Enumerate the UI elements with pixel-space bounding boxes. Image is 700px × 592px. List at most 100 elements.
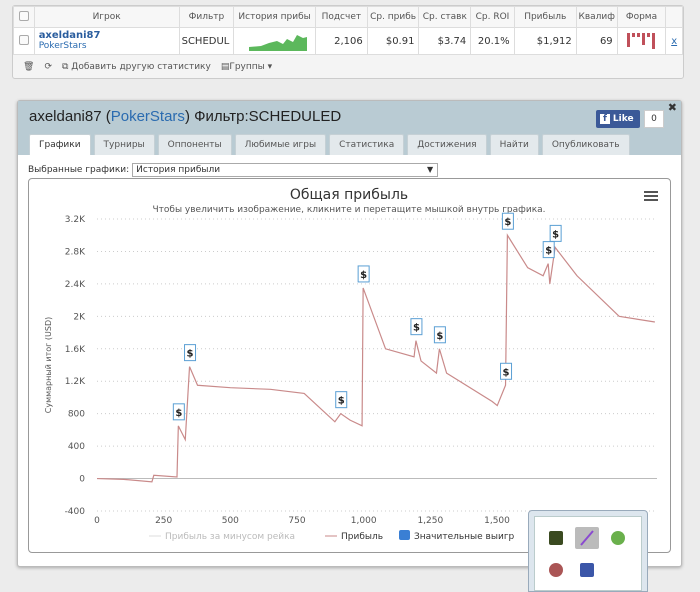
tray-app-icon[interactable] [549,531,563,545]
tab-publish[interactable]: Опубликовать [541,134,630,155]
tab-tournaments[interactable]: Турниры [93,134,155,155]
tray-app2-icon[interactable] [549,563,563,577]
stats-table: Игрок Фильтр История прибы Подсчет Ср. п… [13,6,683,55]
tab-achievements[interactable]: Достижения [407,134,487,155]
col-profit[interactable]: Прибыль [513,6,577,28]
dropdown-arrow-icon: ▼ [427,165,434,174]
big-win-marker-label: $ [413,323,420,334]
big-win-marker [542,241,555,259]
tab-statistics[interactable]: Статистика [329,134,405,155]
big-win-marker-label: $ [503,367,510,378]
menu-icon[interactable] [644,191,658,201]
tray-app3-icon[interactable] [580,563,594,577]
y-axis-label: Суммарный итог (USD) [44,317,53,414]
stats-table-panel: Игрок Фильтр История прибы Подсчет Ср. п… [12,5,684,79]
x-tick-label: 1,250 [417,516,443,526]
col-qual[interactable]: Квалиф [575,6,618,28]
chart-title: Общая прибыль [290,187,408,203]
x-tick-label: 500 [222,516,239,526]
avg-profit-cell: $0.91 [366,27,420,55]
count-cell: 2,106 [314,27,368,55]
y-tick-label: 1.6K [65,345,86,355]
big-win-marker [335,391,348,409]
y-tick-label: 2.4K [65,280,86,290]
legend-item-bigwins: Значительные выигр [414,532,515,542]
x-tick-label: 1,500 [484,516,510,526]
col-filter[interactable]: Фильтр [178,6,235,28]
refresh-icon[interactable]: ⟳ [44,62,52,72]
form-bars [616,27,667,55]
y-tick-label: 400 [68,442,85,452]
y-tick-label: 0 [79,475,85,485]
facebook-like-button[interactable]: f Like [596,110,640,128]
filter-cell: SCHEDUL [178,27,235,55]
big-win-marker-label: $ [338,396,345,407]
x-tick-label: 1,000 [351,516,377,526]
col-avg-profit[interactable]: Ср. прибь [366,6,420,28]
close-icon[interactable]: ✖ [667,101,677,114]
profit-cell: $1,912 [513,27,577,55]
col-avg-stake[interactable]: Ср. ставк [418,6,472,28]
y-tick-label: 2K [73,312,86,322]
chart-subtitle: Чтобы увеличить изображение, кликните и … [152,205,545,215]
big-win-marker [500,362,513,380]
avg-stake-cell: $3.74 [418,27,472,55]
big-win-marker-label: $ [175,408,182,419]
player-panel: axeldani87 (PokerStars) Фильтр:SCHEDULED… [17,100,682,567]
big-win-marker [549,224,562,242]
col-history[interactable]: История прибы [233,6,316,28]
x-tick-label: 750 [288,516,305,526]
big-win-marker [501,212,514,230]
x-tick-label: 250 [155,516,172,526]
groups-button[interactable]: ▤Группы ▾ [220,62,273,72]
system-tray-popup [528,510,648,592]
y-tick-label: 2.8K [65,247,86,257]
legend-item-net: Прибыль за минусом рейка [165,532,295,542]
player-link[interactable]: axeldani87 [38,30,101,41]
roi-cell: 20.1% [470,27,515,55]
big-win-marker-label: $ [436,331,443,342]
col-count[interactable]: Подсчет [314,6,368,28]
big-win-marker-label: $ [545,246,552,257]
add-stat-button[interactable]: ⧉ Добавить другую статистику [61,62,211,72]
big-win-marker-label: $ [504,217,511,228]
y-tick-label: 1.2K [65,377,86,387]
tray-pen-icon[interactable] [575,527,599,549]
col-roi[interactable]: Ср. ROI [470,6,515,28]
panel-tabs: Графики Турниры Оппоненты Любимые игры С… [29,134,630,155]
tab-find[interactable]: Найти [489,134,539,155]
col-player[interactable]: Игрок [33,6,180,28]
remove-row-link[interactable]: x [665,27,683,55]
x-tick-label: 0 [94,516,100,526]
big-win-marker [433,326,446,344]
y-tick-label: -400 [65,507,86,517]
trash-icon[interactable]: 🗑 [23,62,35,72]
utorrent-icon[interactable] [611,531,625,545]
big-win-marker [184,344,197,362]
col-form[interactable]: Форма [616,6,667,28]
big-win-marker-label: $ [187,349,194,360]
groups-label: Группы ▾ [229,62,273,72]
profit-chart[interactable]: Общая прибыль Чтобы увеличить изображение… [28,178,671,553]
big-win-marker [172,403,185,421]
big-win-marker-label: $ [360,270,367,281]
like-count: 0 [644,110,664,128]
legend-bigwin-swatch [399,530,410,540]
panel-title: axeldani87 (PokerStars) Фильтр:SCHEDULED [29,108,342,125]
row-checkbox[interactable] [13,27,35,55]
big-win-marker [410,318,423,336]
graph-select[interactable]: История прибыли ▼ [132,163,439,177]
graph-select-label: Выбранные графики: [28,165,130,175]
select-all-checkbox[interactable] [13,6,35,28]
tab-favorite-games[interactable]: Любимые игры [234,134,327,155]
qual-cell: 69 [575,27,618,55]
table-row: axeldani87 PokerStars SCHEDUL 2,106 $0.91… [13,27,683,55]
site-link[interactable]: PokerStars [38,41,87,51]
big-win-marker [357,265,370,283]
site-link[interactable]: PokerStars [110,108,185,125]
y-tick-label: 800 [68,410,85,420]
tab-opponents[interactable]: Оппоненты [157,134,232,155]
tab-graphs[interactable]: Графики [29,134,91,155]
add-stat-label: Добавить другую статистику [71,62,211,72]
big-win-marker-label: $ [552,229,559,240]
